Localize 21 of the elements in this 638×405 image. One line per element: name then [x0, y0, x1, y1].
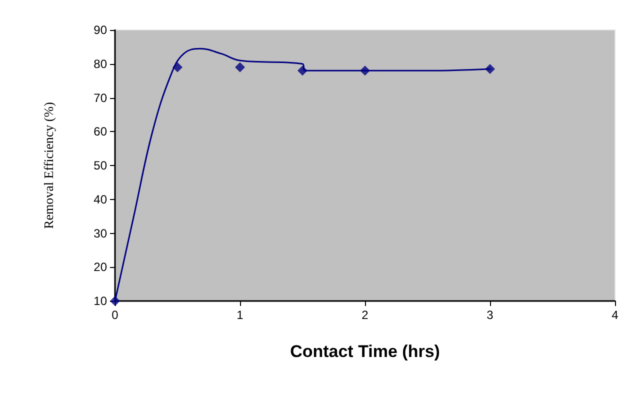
point: [235, 62, 245, 72]
point: [485, 64, 495, 74]
y-tick-label: 90: [94, 23, 108, 37]
x-tick-label: 2: [362, 308, 369, 322]
y-tick-label: 70: [94, 90, 108, 105]
x-tick-label: 0: [112, 308, 119, 322]
y-tick-label: 30: [94, 226, 108, 240]
point: [298, 66, 308, 76]
y-tick-label: 60: [94, 124, 108, 139]
point: [172, 62, 182, 72]
point: [360, 66, 370, 76]
y-tick-label: 20: [94, 260, 108, 274]
x-tick-label: 4: [612, 308, 619, 322]
x-tick-label: 1: [236, 308, 244, 322]
y-tick-label: 50: [94, 158, 108, 172]
x-axis-title: Contact Time (hrs): [290, 342, 440, 361]
y-tick-label: 10: [94, 294, 108, 308]
y-tick-label: 40: [94, 192, 108, 206]
y-tick-label: 80: [94, 56, 108, 71]
x-tick-label: 3: [486, 308, 494, 322]
y-axis-title: Removal Efficiency (%): [41, 102, 56, 229]
